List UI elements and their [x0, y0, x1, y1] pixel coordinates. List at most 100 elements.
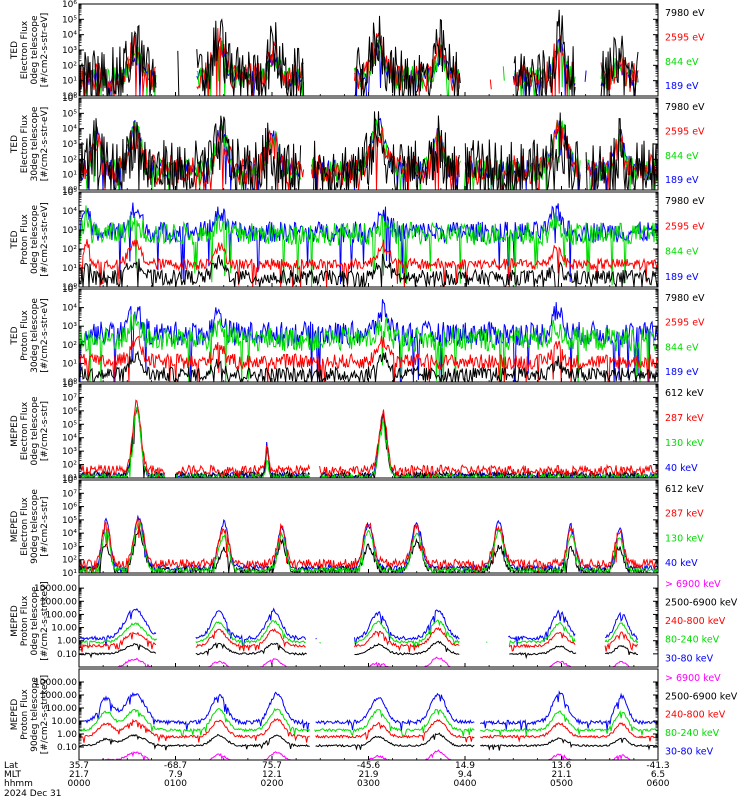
x-tick-label-hhmm: 0500 [550, 779, 573, 789]
y-tick-label: 10⁰ [62, 92, 77, 102]
x-tick-label-lat: 35.7 [69, 761, 89, 771]
y-tick-label: 10000.00 [34, 584, 77, 594]
y-axis-label: Electron Flux [20, 20, 30, 79]
series-line-40-keV [79, 407, 658, 478]
y-tick-label: 10² [62, 461, 77, 471]
x-tick-label-hhmm: 0300 [357, 779, 380, 789]
series-line-844-eV [79, 205, 658, 287]
x-tick-label-hhmm: 0100 [164, 779, 187, 789]
y-tick-label: 10⁴ [62, 207, 77, 217]
y-tick-label: 10⁶ [62, 0, 77, 10]
y-tick-label: 10⁴ [62, 31, 77, 41]
legend-entry: 2595 eV [665, 126, 705, 137]
series-line-7980-eV [79, 111, 658, 190]
y-axis-label: 30deg telescope [30, 106, 40, 181]
y-tick-label: 10³ [62, 226, 77, 236]
legend-entry: 7980 eV [665, 196, 705, 207]
y-axis-label: Proton Flux [20, 689, 30, 740]
legend-entry: 2595 eV [665, 318, 705, 329]
panel-1: 10⁰ 10¹ 10² 10³ 10⁴ 10⁵ 10⁶ TED Electron Flux 0de… [10, 0, 705, 102]
legend-entry: 130 keV [665, 438, 704, 449]
y-tick-label: 10⁵ [62, 109, 77, 119]
series-line-30-80-keV [79, 607, 638, 647]
series-line-2595-eV [79, 239, 658, 287]
y-tick-label: 10¹ [62, 77, 77, 87]
series-line-612-keV [79, 406, 658, 478]
legend-entry: 2500-6900 keV [665, 598, 738, 609]
legend-entry: 40 keV [665, 558, 698, 569]
y-axis-label: TED [10, 326, 20, 345]
legend-entry: 7980 eV [665, 293, 705, 304]
panel-3: 10⁰ 10¹ 10² 10³ 10⁴ 10⁵ TED Proton Flux 0deg tel… [10, 188, 705, 293]
y-tick-label: 10¹ [62, 264, 77, 274]
y-tick-label: 10² [62, 341, 77, 351]
y-tick-label: 1.00 [57, 730, 77, 740]
series-line-844-eV [79, 119, 658, 190]
legend-entry: 30-80 keV [665, 653, 714, 664]
panel-frame [78, 574, 659, 668]
y-axis-label: Electron Flux [20, 114, 30, 173]
y-tick-label: 10⁶ [62, 407, 77, 417]
legend-entry: 844 eV [665, 342, 699, 353]
y-axis-label: MEPED [10, 511, 20, 543]
y-axis-label: Electron Flux [20, 497, 30, 556]
panel-4: 10⁰ 10¹ 10² 10³ 10⁴ 10⁵ TED Proton Flux 30deg te… [10, 285, 705, 388]
series-line-287-keV [79, 517, 658, 573]
y-axis-label: 0deg telescope [30, 396, 40, 466]
panel-2: 10⁰ 10¹ 10² 10³ 10⁴ 10⁵ 10⁶ TED Electron Flux 30d… [10, 94, 705, 196]
y-axis-label: [#/cm2-s-str-keV] [40, 675, 50, 754]
legend-entry: 80-240 keV [665, 728, 720, 739]
x-tick-label-mlt: 21.7 [69, 770, 89, 780]
legend-entry: > 6900 keV [665, 579, 721, 590]
y-tick-label: 10⁰ [62, 186, 77, 196]
y-tick-label: 0.10 [57, 743, 77, 753]
series-line--6900-keV [79, 657, 654, 667]
x-tick-label-mlt: 21.1 [551, 770, 571, 780]
legend-entry: 189 eV [665, 175, 699, 186]
x-tick-label-mlt: 6.5 [651, 770, 665, 780]
panel-7: 0.10 1.00 10.00 100.00 1000.00 10000.00 MEPED P… [10, 574, 738, 668]
panel-frame [78, 383, 659, 479]
y-tick-label: 1.00 [57, 637, 77, 647]
panel-6: 10¹ 10² 10³ 10⁴ 10⁵ 10⁶ 10⁷ 10⁸ MEPED Electron Fl… [10, 476, 704, 579]
y-tick-label: 10⁴ [62, 529, 77, 539]
x-tick-label-mlt: 12.1 [262, 770, 282, 780]
series-line-287-keV [79, 399, 658, 478]
y-axis-label: 0deg telescope [30, 205, 40, 275]
y-tick-label: 0.10 [57, 650, 77, 660]
x-tick-label-hhmm: 0400 [454, 779, 477, 789]
y-tick-label: 10⁷ [62, 393, 77, 403]
y-tick-label: 100.00 [46, 704, 78, 714]
x-tick-label-lat: 14.9 [455, 761, 475, 771]
series-line-189-eV [79, 202, 658, 285]
series-group [79, 111, 658, 190]
y-tick-label: 10² [62, 155, 77, 165]
series-line-2500-6900-keV [79, 732, 658, 751]
legend-entry: 2595 eV [665, 221, 705, 232]
legend-entry: 80-240 keV [665, 635, 720, 646]
y-tick-label: 1000.00 [40, 691, 77, 701]
legend-entry: 287 keV [665, 509, 704, 520]
x-tick-label-lat: -41.3 [646, 761, 669, 771]
y-tick-label: 10³ [62, 140, 77, 150]
legend-entry: 240-800 keV [665, 710, 726, 721]
y-tick-label: 10² [62, 245, 77, 255]
y-tick-label: 10³ [62, 46, 77, 56]
series-line-2500-6900-keV [79, 641, 649, 657]
panel-5: 10¹ 10² 10³ 10⁴ 10⁵ 10⁶ 10⁷ 10⁸ MEPED Electron Fl… [10, 380, 704, 484]
y-axis-label: Proton Flux [20, 595, 30, 646]
series-line-2595-eV [79, 120, 658, 190]
y-tick-label: 10⁴ [62, 434, 77, 444]
y-axis-label: 0deg telescope [30, 15, 40, 85]
y-axis-label: 30deg telescope [30, 298, 40, 373]
y-tick-label: 10³ [62, 542, 77, 552]
legend-entry: 130 keV [665, 533, 704, 544]
series-line--6900-keV [79, 749, 658, 760]
y-tick-label: 10⁸ [62, 476, 77, 486]
legend-entry: 2595 eV [665, 32, 705, 43]
series-line-240-800-keV [79, 718, 658, 743]
y-tick-label: 10.00 [51, 624, 77, 634]
series-line-189-eV [79, 299, 658, 382]
legend-entry: 844 eV [665, 57, 699, 68]
